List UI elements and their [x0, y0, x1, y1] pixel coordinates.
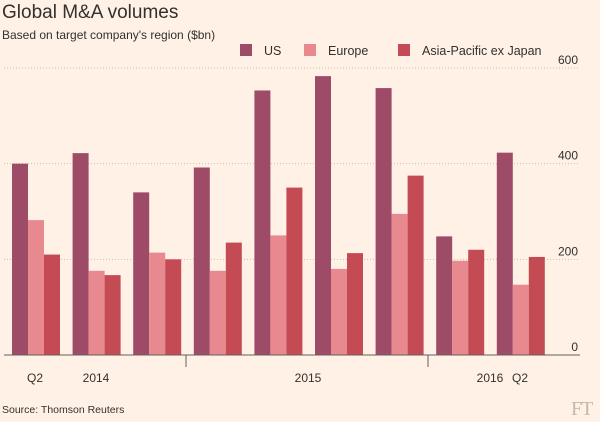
bar-us — [254, 90, 271, 356]
bar-asia-pacific-ex-japan — [225, 242, 242, 355]
x-tick-label: Q2 — [27, 371, 43, 385]
bar-europe — [331, 268, 347, 355]
bar-asia-pacific-ex-japan — [165, 259, 182, 355]
bar-asia-pacific-ex-japan — [44, 254, 60, 355]
bar-asia-pacific-ex-japan — [468, 249, 485, 355]
legend-label: Europe — [328, 44, 368, 58]
ft-logo: FT — [571, 398, 593, 420]
bar-asia-pacific-ex-japan — [104, 275, 121, 355]
chart-subtitle: Based on target company's region ($bn) — [2, 28, 216, 42]
y-tick-label: 200 — [558, 244, 578, 258]
bar-asia-pacific-ex-japan — [528, 256, 545, 355]
bar-us — [12, 163, 28, 355]
y-tick-label: 400 — [558, 149, 578, 163]
bar-europe — [209, 270, 226, 355]
legend-label: US — [264, 44, 281, 58]
bar-asia-pacific-ex-japan — [407, 175, 424, 355]
bar-europe — [88, 270, 105, 355]
bar-europe — [28, 220, 44, 355]
source-note: Source: Thomson Reuters — [2, 404, 125, 416]
y-tick-label: 600 — [558, 53, 578, 67]
bar-europe — [452, 260, 469, 355]
bar-asia-pacific-ex-japan — [286, 187, 303, 355]
bar-us — [375, 88, 392, 355]
bar-europe — [391, 213, 408, 355]
x-tick-label: 2016 — [477, 371, 504, 385]
legend-label: Asia-Pacific ex Japan — [422, 44, 542, 58]
bar-us — [496, 152, 513, 355]
bar-us — [133, 192, 150, 355]
legend-swatch — [240, 44, 252, 56]
x-tick-label: 2015 — [295, 371, 322, 385]
bar-europe — [270, 235, 287, 355]
bar-us — [72, 153, 89, 355]
bar-europe — [149, 252, 166, 355]
x-tick-label: Q2 — [512, 371, 528, 385]
legend-swatch — [304, 44, 316, 56]
legend-swatch — [398, 44, 410, 56]
bar-us — [193, 167, 210, 355]
bar-us — [436, 236, 453, 355]
x-tick-label: 2014 — [83, 371, 110, 385]
y-tick-label: 0 — [571, 340, 578, 354]
bar-europe — [512, 284, 529, 355]
bar-asia-pacific-ex-japan — [347, 253, 363, 355]
chart-title: Global M&A volumes — [2, 2, 179, 23]
bar-us — [315, 76, 331, 356]
